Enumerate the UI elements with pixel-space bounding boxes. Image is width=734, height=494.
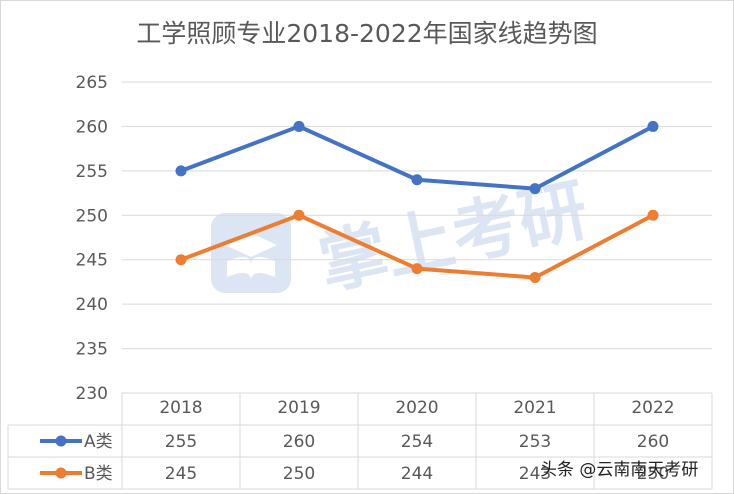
y-tick-label: 255 [76, 162, 108, 182]
data-point [293, 120, 305, 132]
x-category-label: 2019 [277, 398, 320, 418]
watermark-logo: 掌上考研 [205, 165, 625, 305]
table-value: 253 [519, 432, 551, 452]
data-point [175, 165, 187, 177]
table-value: 260 [283, 432, 315, 452]
grid-lines [122, 81, 712, 394]
y-tick-label: 250 [76, 206, 108, 226]
watermark-graphic: 掌上考研 [211, 171, 595, 305]
data-point [411, 263, 423, 275]
x-category-label: 2022 [631, 398, 674, 418]
table-value: 260 [637, 432, 669, 452]
table-value: 243 [519, 464, 551, 484]
y-tick-label: 245 [76, 251, 108, 271]
table-value: 250 [283, 464, 315, 484]
y-axis-labels: 265 260 255 250 245 240 235 230 [76, 73, 108, 404]
chart-title: 工学照顾专业2018-2022年国家线趋势图 [136, 19, 598, 48]
table-value: 245 [165, 464, 197, 484]
x-category-label: 2020 [395, 398, 438, 418]
legend-label: A类 [84, 432, 113, 452]
legend-label: B类 [84, 464, 113, 484]
y-tick-label: 240 [76, 295, 108, 315]
data-point [411, 174, 423, 186]
y-tick-label: 265 [76, 73, 108, 93]
legend-marker [55, 467, 67, 479]
data-point [529, 271, 541, 283]
footer-watermark: 头条 @云南南天考研 [540, 460, 699, 480]
data-point [293, 209, 305, 221]
legend-marker [55, 435, 67, 447]
y-tick-label: 235 [76, 340, 108, 360]
y-tick-label: 230 [76, 384, 108, 404]
table-value: 250 [637, 464, 669, 484]
table-value: 254 [401, 432, 433, 452]
x-category-label: 2018 [159, 398, 202, 418]
data-point [529, 183, 541, 195]
graduation-book-icon [211, 213, 291, 293]
x-category-label: 2021 [513, 398, 556, 418]
series-lines [175, 120, 659, 283]
table-value: 244 [401, 464, 433, 484]
data-point [175, 254, 187, 266]
data-point [647, 209, 659, 221]
data-table: 2018 2019 2020 2021 2022 A类 255 260 254 253 260 B类 2… [7, 393, 713, 490]
y-tick-label: 260 [76, 117, 108, 137]
table-value: 255 [165, 432, 197, 452]
data-point [647, 120, 659, 132]
